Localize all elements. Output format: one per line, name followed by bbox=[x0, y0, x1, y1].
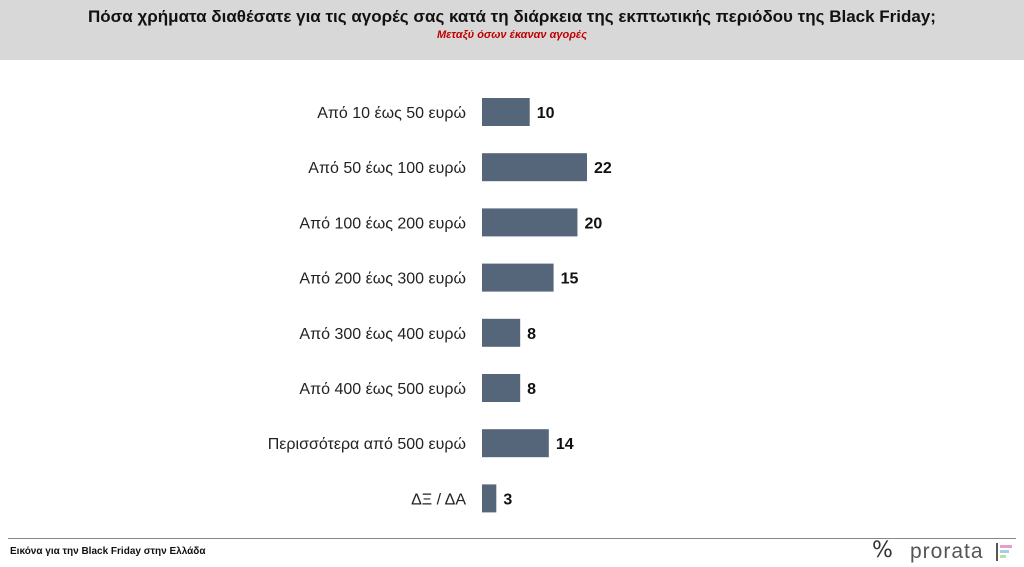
category-label: Από 10 έως 50 ευρώ bbox=[317, 105, 466, 122]
bar bbox=[482, 429, 549, 458]
data-label: 8 bbox=[527, 381, 536, 398]
logo-bars-icon bbox=[996, 543, 1012, 561]
category-label: Από 400 έως 500 ευρώ bbox=[299, 381, 466, 398]
bar bbox=[482, 208, 578, 237]
data-label: 20 bbox=[584, 215, 602, 232]
bar bbox=[482, 318, 521, 347]
chart-subtitle: Μεταξύ όσων έκαναν αγορές bbox=[436, 29, 588, 41]
data-label: 3 bbox=[503, 491, 512, 508]
footer-divider bbox=[8, 538, 1016, 539]
chart-title: Πόσα χρήματα διαθέσατε για τις αγορές σα… bbox=[88, 7, 936, 26]
data-label: 22 bbox=[594, 160, 612, 177]
prorata-logo: % prorata bbox=[870, 538, 1020, 566]
category-label: Από 50 έως 100 ευρώ bbox=[308, 160, 466, 177]
bar bbox=[482, 98, 530, 126]
category-label: Από 300 έως 400 ευρώ bbox=[299, 326, 466, 343]
bar bbox=[482, 374, 521, 402]
footer-caption: Εικόνα για την Black Friday στην Ελλάδα bbox=[10, 546, 206, 557]
category-label: Από 200 έως 300 ευρώ bbox=[299, 271, 466, 288]
category-label: Από 100 έως 200 ευρώ bbox=[299, 215, 466, 232]
data-label: 10 bbox=[537, 105, 555, 122]
category-label: ΔΞ / ΔΑ bbox=[411, 491, 466, 508]
data-label: 14 bbox=[556, 436, 574, 453]
bar bbox=[482, 263, 554, 292]
category-label: Περισσότερα από 500 ευρώ bbox=[268, 436, 466, 453]
bar-chart: Από 10 έως 50 ευρώ 10 Από 50 έως 100 ευρώ 2… bbox=[268, 98, 612, 513]
percent-icon: % bbox=[872, 538, 893, 563]
data-label: 8 bbox=[527, 326, 536, 343]
data-label: 15 bbox=[561, 271, 579, 288]
bar bbox=[482, 153, 587, 182]
bar bbox=[482, 484, 497, 513]
logo-wordmark: prorata bbox=[910, 540, 984, 563]
chart-header: Πόσα χρήματα διαθέσατε για τις αγορές σα… bbox=[0, 0, 1024, 60]
